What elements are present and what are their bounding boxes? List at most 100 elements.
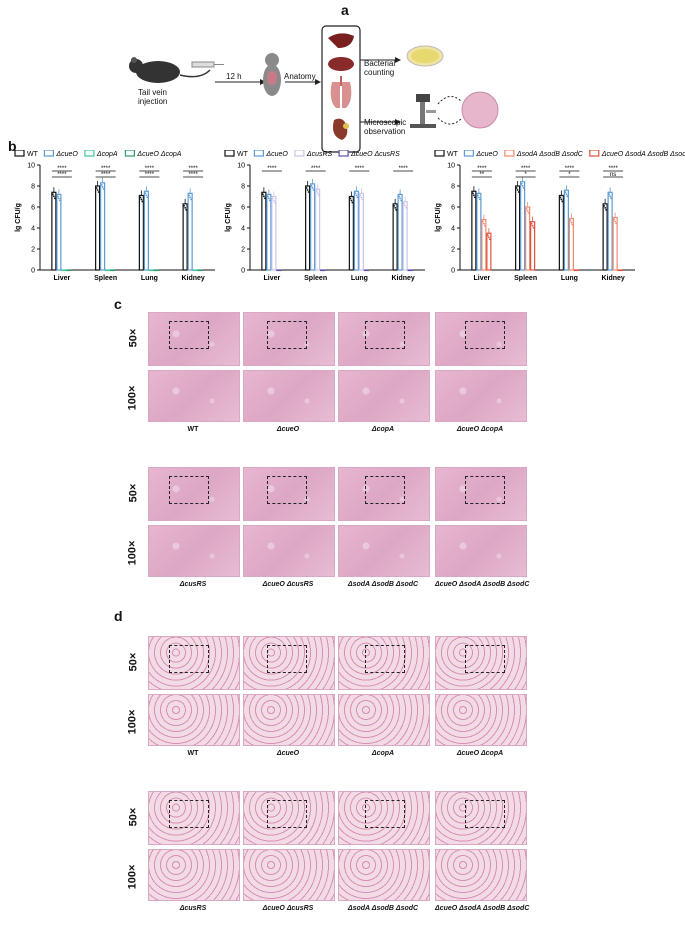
data-point bbox=[488, 238, 491, 241]
bar bbox=[100, 182, 106, 271]
y-tick-label: 0 bbox=[241, 268, 245, 275]
microscopic-label: Microscopic observation bbox=[364, 118, 407, 136]
data-point bbox=[571, 223, 574, 226]
data-point bbox=[476, 194, 479, 197]
data-point bbox=[605, 208, 608, 211]
mouse-icon bbox=[129, 57, 211, 83]
legend-label: ΔcueO bbox=[265, 151, 288, 158]
bar bbox=[56, 193, 62, 271]
strain-label: ΔcueO ΔcusRS bbox=[262, 905, 314, 912]
mag-50x-label: 50× bbox=[127, 652, 140, 672]
petri-dish-icon bbox=[406, 45, 444, 67]
data-point bbox=[531, 224, 534, 227]
data-point bbox=[394, 206, 397, 209]
data-point bbox=[307, 191, 310, 193]
schematic-workflow bbox=[129, 25, 499, 153]
lung-section-50x bbox=[148, 636, 240, 690]
bar bbox=[568, 217, 574, 271]
data-point bbox=[522, 186, 525, 189]
zoom-region-box bbox=[465, 645, 505, 673]
data-point bbox=[145, 194, 148, 197]
liver-section-100x bbox=[435, 370, 527, 422]
zoom-region-box bbox=[465, 800, 505, 828]
data-point bbox=[267, 197, 270, 200]
data-point bbox=[482, 222, 485, 225]
category-label: Spleen bbox=[304, 275, 327, 282]
bar bbox=[110, 269, 116, 272]
data-point bbox=[399, 197, 402, 200]
lung-section-50x bbox=[338, 791, 430, 845]
bar bbox=[397, 193, 403, 271]
liver-section-100x bbox=[338, 370, 430, 422]
chart-3: WT ΔcueO ΔsodA ΔsodB ΔsodC ΔcueO ΔsodA Δsod… bbox=[434, 150, 685, 282]
data-point bbox=[349, 197, 352, 200]
bar bbox=[402, 201, 408, 271]
y-axis-label: lg CFU/g bbox=[225, 203, 232, 232]
zoom-region-box bbox=[169, 800, 209, 828]
bar bbox=[407, 269, 413, 272]
zoom-region-box bbox=[465, 321, 505, 349]
category-label: Liver bbox=[264, 275, 281, 282]
bar bbox=[530, 221, 536, 271]
data-point bbox=[527, 212, 530, 214]
tissue-section-icon bbox=[461, 91, 499, 129]
bar bbox=[182, 203, 188, 271]
data-point bbox=[560, 198, 563, 201]
legend-swatch bbox=[504, 150, 515, 157]
data-point bbox=[487, 236, 490, 239]
strain-label: WT bbox=[187, 750, 199, 757]
zoom-region-box bbox=[169, 645, 209, 673]
mag-50x-label: 50× bbox=[127, 807, 140, 827]
bar bbox=[558, 194, 564, 271]
lung-section-100x bbox=[435, 694, 527, 746]
data-point bbox=[471, 192, 474, 195]
data-point bbox=[515, 187, 518, 189]
category-label: Lung bbox=[141, 275, 158, 282]
data-point bbox=[96, 189, 99, 191]
liver-section-100x bbox=[435, 525, 527, 577]
bar bbox=[607, 191, 613, 271]
data-point bbox=[610, 197, 613, 200]
data-point bbox=[559, 196, 562, 199]
zoom-region-box bbox=[169, 321, 209, 349]
data-point bbox=[354, 192, 357, 195]
strain-label: ΔcueO ΔsodA ΔsodB ΔsodC bbox=[435, 581, 530, 588]
legend-swatch bbox=[224, 150, 235, 157]
lung-section-50x bbox=[338, 636, 430, 690]
panel-label-d: d bbox=[114, 608, 123, 624]
legend-label: ΔsodA ΔsodB ΔsodC bbox=[516, 151, 584, 158]
bar bbox=[392, 203, 398, 271]
data-point bbox=[561, 200, 564, 203]
sig-label: **** bbox=[57, 166, 67, 172]
bar bbox=[353, 190, 359, 271]
data-point bbox=[57, 197, 60, 200]
strain-label: ΔcueO ΔcusRS bbox=[262, 581, 314, 588]
lung-section-50x bbox=[243, 636, 335, 690]
legend-label: WT bbox=[237, 151, 249, 158]
legend-swatch bbox=[294, 150, 305, 157]
bar bbox=[617, 269, 623, 272]
y-tick-label: 4 bbox=[31, 226, 35, 233]
data-point bbox=[570, 221, 573, 224]
sig-label: **** bbox=[477, 166, 487, 172]
data-point bbox=[398, 195, 401, 198]
bar bbox=[105, 269, 111, 272]
data-point bbox=[141, 200, 144, 203]
y-tick-label: 0 bbox=[451, 268, 455, 275]
lung-section-100x bbox=[435, 849, 527, 901]
zoom-region-box bbox=[465, 476, 505, 504]
data-point bbox=[184, 206, 187, 209]
y-tick-label: 4 bbox=[451, 226, 455, 233]
data-point bbox=[355, 194, 358, 197]
data-point bbox=[525, 208, 528, 210]
strain-label: ΔcueO bbox=[276, 750, 300, 757]
lung-organ-icon bbox=[330, 76, 352, 108]
y-tick-label: 10 bbox=[27, 163, 35, 170]
y-tick-label: 10 bbox=[447, 163, 455, 170]
bacterial-counting-label: Bacterial counting bbox=[364, 59, 396, 77]
data-point bbox=[405, 206, 408, 209]
data-point bbox=[565, 193, 568, 196]
strain-label: ΔsodA ΔsodB ΔsodC bbox=[347, 905, 419, 912]
sig-label: **** bbox=[355, 166, 365, 172]
data-point bbox=[359, 194, 362, 197]
